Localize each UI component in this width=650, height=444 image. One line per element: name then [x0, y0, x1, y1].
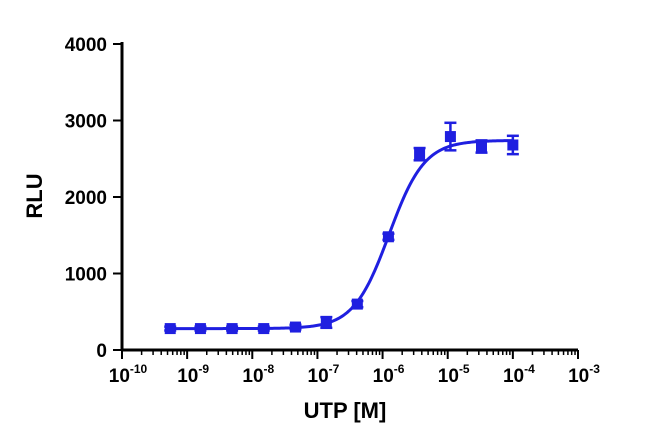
data-point [194, 323, 206, 335]
y-tick-label: 4000 [65, 35, 107, 56]
data-point [475, 141, 487, 153]
data-point [414, 148, 426, 160]
data-point [164, 323, 176, 335]
x-tick-exponent: -3 [589, 362, 600, 376]
x-tick-label: 10-4 [503, 362, 535, 387]
data-point [507, 139, 519, 151]
y-tick-label: 1000 [65, 265, 107, 286]
x-tick-label: 10-8 [242, 362, 274, 387]
x-tick-label: 10-10 [109, 362, 148, 387]
x-tick-exponent: -9 [198, 362, 209, 376]
x-tick-exponent: -10 [130, 362, 148, 376]
data-point [444, 131, 456, 143]
data-point [351, 298, 363, 310]
x-tick-base: 10 [109, 366, 130, 387]
x-tick-label: 10-7 [308, 362, 340, 387]
x-axis-title: UTP [M] [304, 398, 387, 423]
x-tick-base: 10 [373, 366, 394, 387]
y-tick-label: 3000 [65, 112, 107, 133]
y-axis-title: RLU [22, 173, 47, 218]
x-tick-label: 10-9 [177, 362, 209, 387]
x-tick-base: 10 [308, 366, 329, 387]
x-tick-label: 10-5 [438, 362, 470, 387]
x-tick-exponent: -5 [459, 362, 470, 376]
data-point [289, 321, 301, 333]
x-tick-exponent: -8 [264, 362, 275, 376]
x-tick-exponent: -4 [524, 362, 535, 376]
data-point [320, 316, 332, 328]
y-tick-label: 2000 [65, 188, 107, 209]
x-tick-base: 10 [503, 366, 524, 387]
x-tick-exponent: -7 [329, 362, 340, 376]
data-point [226, 323, 238, 335]
data-point [382, 231, 394, 243]
data-point [258, 323, 270, 335]
x-tick-base: 10 [438, 366, 459, 387]
x-tick-exponent: -6 [394, 362, 405, 376]
fit-curve [167, 139, 513, 331]
x-tick-base: 10 [177, 366, 198, 387]
x-tick-label: 10-6 [373, 362, 405, 387]
x-tick-base: 10 [242, 366, 263, 387]
y-tick-label: 0 [96, 341, 107, 362]
x-tick-base: 10 [568, 366, 589, 387]
x-tick-label: 10-3 [568, 362, 600, 387]
